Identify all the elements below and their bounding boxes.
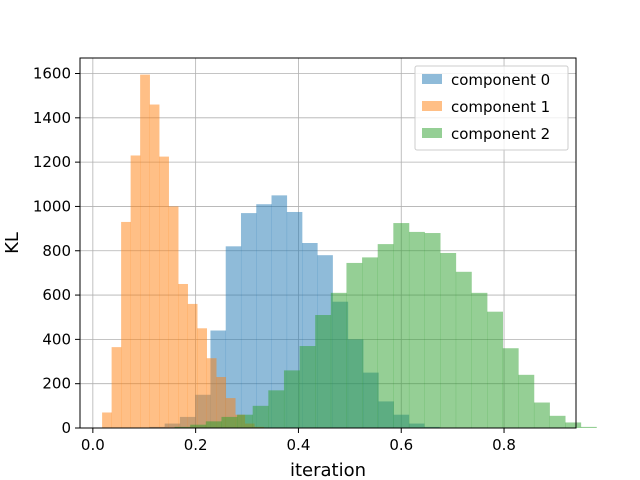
histogram-bar: [440, 252, 457, 428]
histogram-bar: [580, 426, 597, 428]
y-tick-label: 200: [42, 375, 71, 393]
legend-label: component 1: [451, 98, 550, 116]
legend-box: [414, 65, 569, 151]
plot-frame: [79, 57, 577, 429]
histogram-bars: [102, 74, 597, 429]
histogram-bar: [149, 104, 160, 428]
histogram-bar: [197, 328, 207, 428]
y-tick-label: 800: [42, 242, 71, 260]
histogram-bar: [168, 206, 179, 428]
legend-swatch: [422, 128, 442, 138]
histogram-bar: [206, 358, 217, 428]
histogram-bar: [471, 292, 488, 428]
histogram-bar: [237, 414, 254, 428]
histogram-bar: [565, 422, 582, 428]
histogram-bar: [299, 346, 316, 428]
x-tick-label: 0.2: [184, 436, 208, 454]
histogram-bar: [111, 347, 122, 428]
histogram-bar: [346, 262, 363, 428]
x-tick-label: 0.8: [492, 436, 516, 454]
histogram-bar: [518, 374, 535, 428]
histogram-bar: [225, 398, 236, 428]
histogram-bar: [362, 257, 379, 428]
histogram-bar: [216, 377, 227, 428]
series-2-bars: [174, 223, 597, 428]
y-axis-label: KL: [2, 232, 23, 254]
legend: component 0 component 1 component 2: [414, 65, 569, 151]
histogram-bar: [221, 416, 238, 428]
histogram-bar: [271, 195, 288, 428]
y-tick-label: 1600: [33, 65, 71, 83]
histogram-bar: [130, 155, 141, 428]
y-tick-label: 1000: [33, 197, 71, 215]
y-tick-label: 1200: [33, 153, 71, 171]
legend-swatch: [422, 101, 442, 111]
histogram-bar: [549, 415, 566, 428]
x-tick-label: 0.6: [389, 436, 413, 454]
histogram-bar: [252, 405, 269, 428]
histogram-bar: [102, 412, 112, 428]
x-tick-label: 0.4: [287, 436, 311, 454]
histogram-bar: [533, 402, 550, 428]
legend-label: component 0: [451, 71, 550, 89]
y-tick-label: 0: [61, 419, 71, 437]
histogram-bar: [283, 370, 300, 428]
histogram-bar: [408, 231, 425, 428]
y-axis-ticks: 0 200 400 600 800 1000 1200 1400 1600: [33, 65, 80, 437]
histogram-bar: [205, 421, 222, 428]
histogram-bar: [256, 204, 272, 428]
histogram-bar: [502, 348, 519, 428]
histogram-bar: [330, 292, 347, 428]
histogram-bar: [121, 221, 131, 428]
histogram-bar: [424, 233, 441, 428]
histogram-bar: [225, 246, 242, 428]
histogram-bar: [190, 424, 207, 428]
histogram-bar: [315, 315, 332, 428]
histogram-bar: [268, 390, 285, 428]
legend-label: component 2: [451, 125, 550, 143]
histogram-bar: [240, 213, 257, 428]
histogram-bar: [187, 303, 198, 428]
histogram-bar: [377, 244, 394, 428]
histogram-bar: [159, 156, 169, 428]
histogram-bar: [455, 271, 472, 428]
y-tick-label: 600: [42, 286, 71, 304]
histogram-bar: [178, 283, 188, 428]
legend-swatch: [422, 74, 442, 84]
histogram-bar: [393, 223, 410, 428]
histogram-bar: [487, 311, 504, 428]
y-tick-label: 400: [42, 330, 71, 348]
histogram-bar: [140, 74, 150, 429]
x-axis-ticks: 0.0 0.2 0.4 0.6 0.8: [81, 428, 516, 454]
x-tick-label: 0.0: [81, 436, 105, 454]
x-axis-label: iteration: [290, 460, 366, 480]
histogram-bar: [174, 426, 191, 428]
y-tick-label: 1400: [33, 109, 71, 127]
